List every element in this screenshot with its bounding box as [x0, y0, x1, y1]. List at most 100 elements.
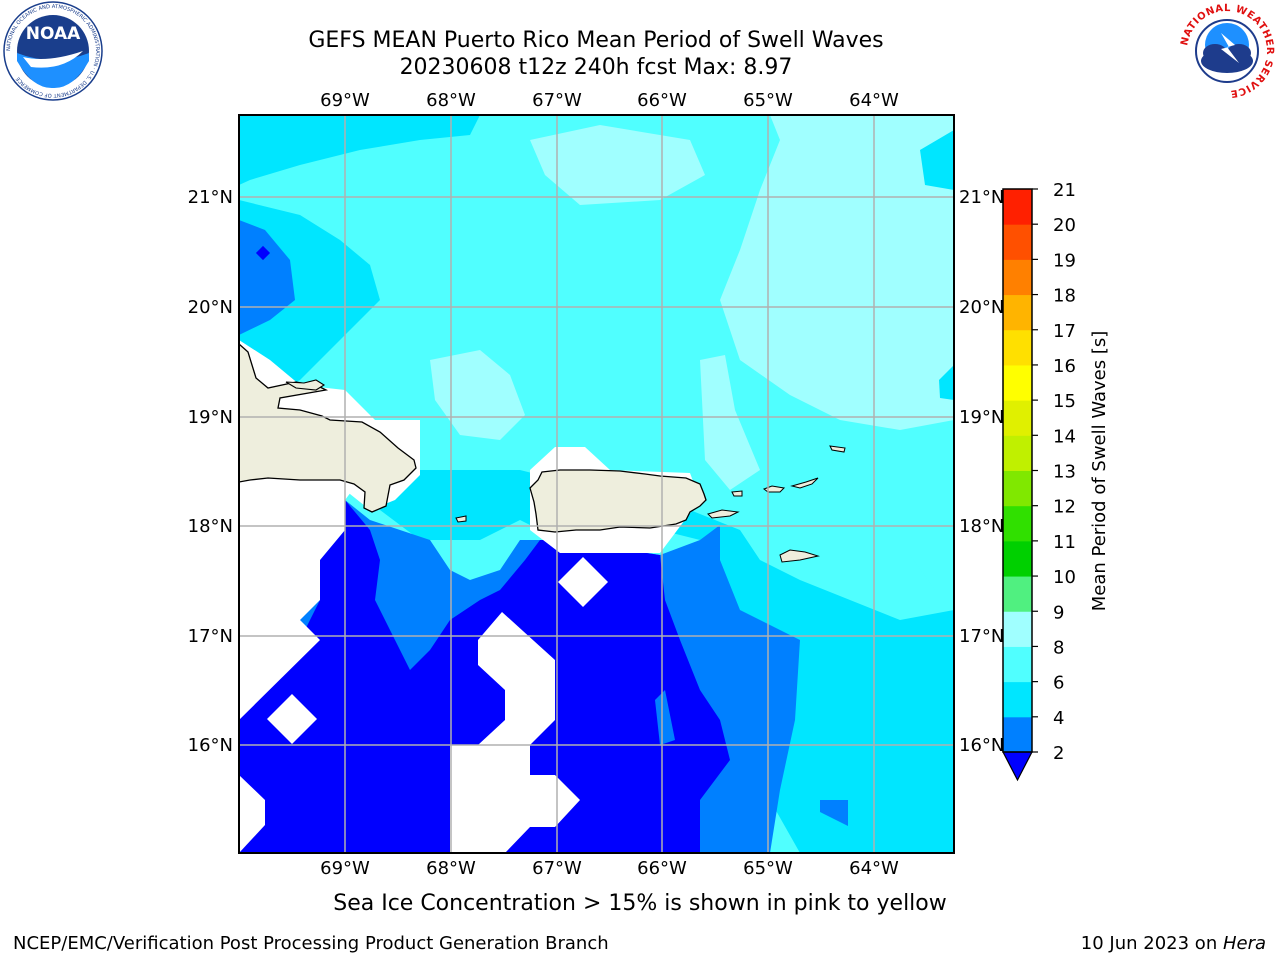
swell-field-2-4 [820, 800, 848, 826]
swell-field-under-2 [239, 500, 730, 853]
no-data-area [558, 557, 608, 607]
colorbar-tick-label: 13 [1053, 462, 1076, 483]
land-mona-island [455, 515, 467, 523]
lon-label: 68°W [426, 858, 476, 879]
colorbar-tick-label: 9 [1053, 602, 1064, 623]
land-island [285, 379, 326, 391]
colorbar-label: Mean Period of Swell Waves [s] [1089, 331, 1110, 612]
lat-label: 18°N [188, 516, 233, 537]
lon-label: 68°W [426, 90, 476, 111]
lon-labels-bottom: 69°W 68°W 67°W 66°W 65°W 64°W [320, 858, 899, 879]
lon-label: 66°W [637, 90, 687, 111]
lat-labels-right: 21°N 20°N 19°N 18°N 17°N 16°N [959, 187, 1004, 756]
swell-field-4-6 [360, 470, 954, 853]
colorbar-tick-label: 21 [1053, 180, 1076, 201]
no-data-area [450, 612, 580, 853]
colorbar-tick-label: 18 [1053, 286, 1076, 307]
colorbar-segment [1003, 259, 1032, 296]
lat-label: 17°N [959, 626, 1004, 647]
lon-label: 64°W [849, 90, 899, 111]
lat-label: 16°N [188, 735, 233, 756]
lat-label: 20°N [959, 297, 1004, 318]
lat-label: 21°N [188, 187, 233, 208]
no-data-area [267, 694, 317, 744]
nws-logo: NATIONAL WEATHER SERVICE [1179, 3, 1274, 99]
lat-label: 21°N [959, 187, 1004, 208]
swell-field-4-6 [920, 130, 954, 190]
lat-label: 16°N [959, 735, 1004, 756]
colorbar-segment [1003, 400, 1032, 436]
swell-field-under-2 [255, 245, 271, 261]
chart-subtitle: 20230608 t12z 240h fcst Max: 8.97 [399, 55, 793, 80]
lat-label: 18°N [959, 516, 1004, 537]
colorbar-tick-label: 14 [1053, 426, 1076, 447]
land-vieques [707, 509, 740, 519]
colorbar-tick-label: 6 [1053, 673, 1064, 694]
colorbar-under-arrow [1002, 751, 1033, 782]
colorbar-tick-label: 20 [1053, 215, 1076, 236]
footer-date-text: 10 Jun 2023 on [1080, 933, 1223, 954]
colorbar-tick-label: 16 [1053, 356, 1076, 377]
lon-label: 65°W [743, 858, 793, 879]
lat-label: 20°N [188, 297, 233, 318]
colorbar-segment [1003, 681, 1032, 718]
colorbar-segment [1003, 470, 1032, 507]
lon-label: 69°W [320, 90, 370, 111]
colorbar-tick-label: 2 [1053, 743, 1064, 764]
colorbar-segment [1003, 505, 1032, 542]
swell-field-6-8 [880, 555, 935, 590]
land-st-croix [779, 549, 820, 563]
colorbar-tick-label: 4 [1053, 708, 1064, 729]
footer-date: 10 Jun 2023 on Hera [1081, 933, 1266, 954]
noaa-logo: NOAA NATIONAL OCEANIC AND ATMOSPHERIC AD… [3, 1, 103, 101]
colorbar-segment [1003, 189, 1032, 225]
lon-label: 69°W [320, 858, 370, 879]
lat-labels-left: 21°N 20°N 19°N 18°N 17°N 16°N [188, 187, 233, 756]
swell-field-4-6 [939, 365, 954, 400]
swell-field-2-4 [655, 690, 675, 745]
colorbar-segment [1003, 716, 1032, 753]
lon-label: 67°W [532, 90, 582, 111]
swell-field-4-6 [239, 115, 480, 185]
land-culebra [731, 490, 743, 497]
lat-label: 19°N [188, 407, 233, 428]
colorbar-segment [1003, 224, 1032, 260]
lon-label: 65°W [743, 90, 793, 111]
lon-label: 67°W [532, 858, 582, 879]
colorbar-tick-label: 17 [1053, 321, 1076, 342]
no-data-area [239, 775, 265, 853]
footer-host: Hera [1222, 933, 1266, 954]
swell-field-8-9 [700, 355, 760, 490]
colorbar-segment [1003, 364, 1032, 401]
colorbar-segment [1003, 611, 1032, 647]
land-tortola [790, 477, 819, 489]
colorbar-segment [1003, 435, 1032, 471]
colorbar: 2 4 6 8 9 10 11 12 13 14 15 16 17 18 19 20 21 [1002, 180, 1076, 782]
sea-ice-note: Sea Ice Concentration > 15% is shown in … [333, 891, 947, 916]
map-panel [239, 115, 954, 853]
chart-title: GEFS MEAN Puerto Rico Mean Period of Swe… [308, 28, 884, 53]
svg-text:NOAA: NOAA [26, 24, 81, 44]
colorbar-segment [1003, 294, 1032, 331]
colorbar-tick-label: 15 [1053, 391, 1076, 412]
colorbar-segment [1003, 576, 1032, 612]
land-anegada [829, 445, 846, 453]
lon-labels-top: 69°W 68°W 67°W 66°W 65°W 64°W [320, 90, 899, 111]
colorbar-segment [1003, 329, 1032, 366]
lon-label: 64°W [849, 858, 899, 879]
map-gridlines [239, 115, 954, 853]
lon-label: 66°W [637, 858, 687, 879]
colorbar-tick-label: 12 [1053, 497, 1076, 518]
lat-label: 19°N [959, 407, 1004, 428]
map-frame [238, 114, 955, 854]
colorbar-tick-label: 10 [1053, 567, 1076, 588]
swell-field-8-9 [720, 115, 954, 430]
footer-credit: NCEP/EMC/Verification Post Processing Pr… [13, 933, 609, 954]
colorbar-segment [1003, 540, 1032, 577]
colorbar-tick-label: 8 [1053, 637, 1064, 658]
colorbar-segment [1003, 646, 1032, 683]
no-data-area [239, 480, 360, 720]
colorbar-tick-label: 19 [1053, 250, 1076, 271]
lat-label: 17°N [188, 626, 233, 647]
